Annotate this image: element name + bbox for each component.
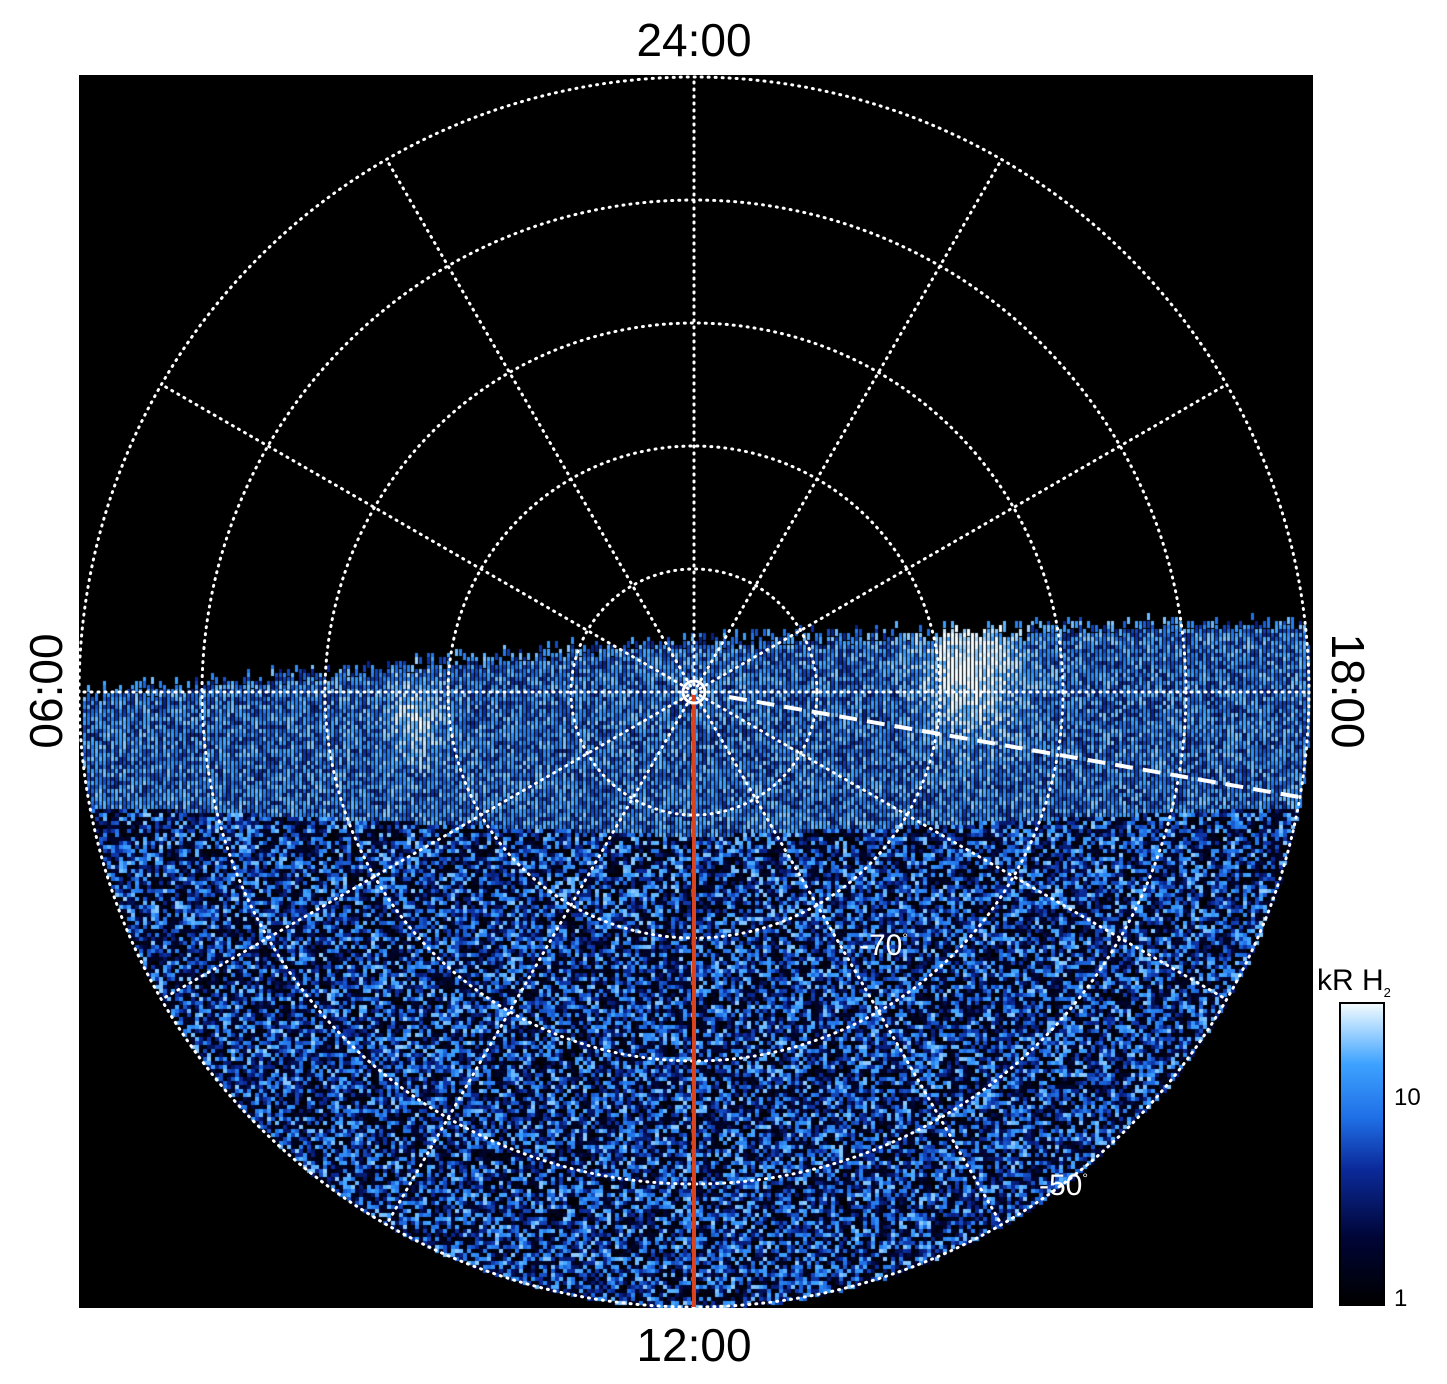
meridian-line (692, 157, 1003, 694)
colorbar-title: kR H2 (1317, 964, 1391, 1000)
mlt-label-midnight: 24:00 (636, 14, 752, 66)
dashed-boundary-line (728, 695, 1300, 799)
pole-marker-dot (691, 689, 697, 695)
meridian-line (385, 690, 696, 1227)
colorbar (1339, 1002, 1385, 1306)
latitude-circle (323, 321, 1065, 1063)
latitude-label-50: -50° (1039, 1169, 1088, 1202)
meridian-line (692, 383, 1229, 694)
latitude-label-70: -70° (859, 929, 908, 962)
meridian-line (159, 383, 696, 694)
colorbar-tick-1: 1 (1394, 1285, 1408, 1312)
meridian-line (159, 690, 696, 1001)
pole-marker-ring (681, 679, 707, 705)
colorbar-tick-10: 10 (1394, 1084, 1421, 1111)
mlt-label-dusk: 18:00 (1322, 633, 1374, 749)
meridian-line (385, 157, 696, 694)
polar-projection-plot: -70° -50° (79, 75, 1313, 1308)
latitude-circle (569, 567, 819, 817)
meridian-line (692, 690, 1229, 1001)
mlt-label-noon: 12:00 (636, 1319, 752, 1371)
meridian-line (692, 690, 1003, 1227)
polar-grid-overlay (79, 75, 1311, 1308)
mlt-label-dawn: 06:00 (20, 633, 72, 749)
